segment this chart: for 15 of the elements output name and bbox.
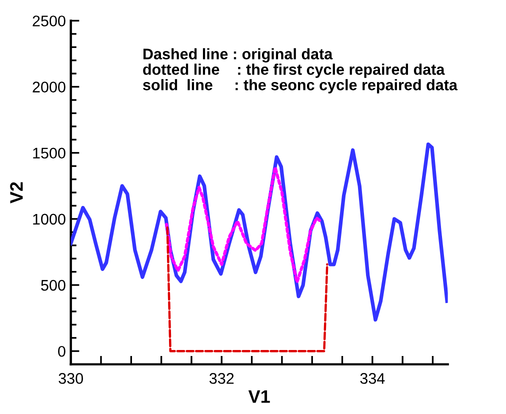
annotation: dotted line : the first cycle repaired data	[143, 64, 445, 78]
y-axis-title: V2	[10, 182, 23, 204]
y-tick-label: 0	[58, 346, 66, 357]
x-tick-label: 330	[58, 373, 83, 384]
line-series	[165, 166, 322, 284]
y-tick-label: 500	[41, 280, 66, 291]
y-tick-label: 1000	[33, 214, 66, 225]
x-axis-title: V1	[248, 390, 270, 403]
annotation: solid line : the seonc cycle repaired data	[143, 79, 458, 94]
annotation: Dashed line : original data	[143, 48, 333, 62]
x-tick-label: 332	[209, 373, 234, 384]
x-tick-label: 334	[360, 373, 385, 384]
y-tick-label: 1500	[33, 148, 66, 159]
y-tick-label: 2000	[32, 82, 66, 92]
y-tick-label: 2500	[32, 16, 66, 26]
